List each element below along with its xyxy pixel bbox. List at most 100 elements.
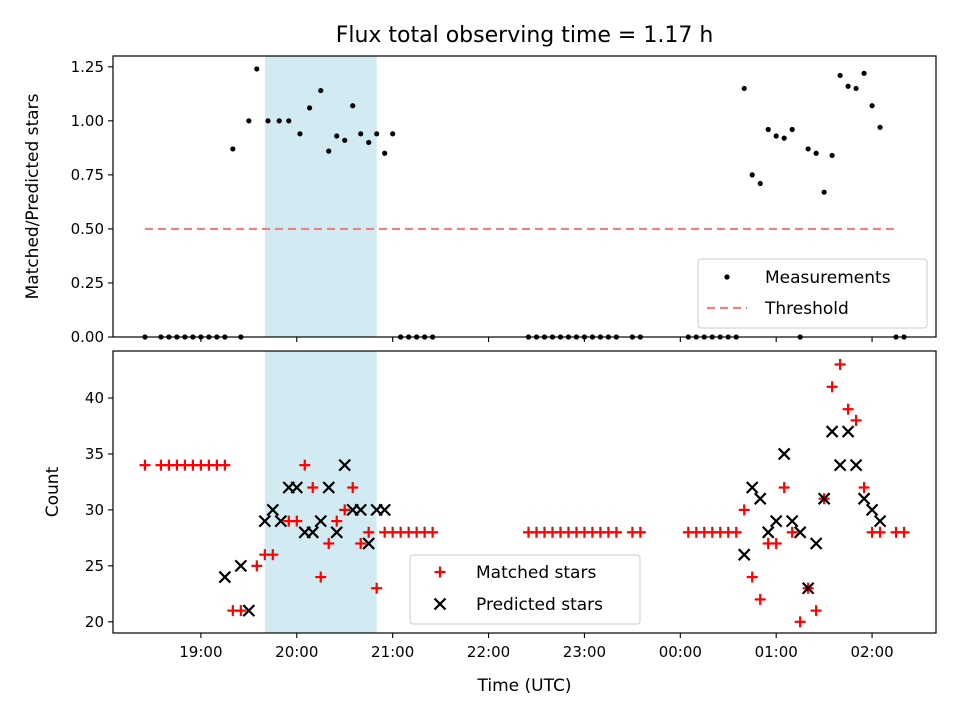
chart-title: Flux total observing time = 1.17 h [336,23,714,48]
matched-stars-series [139,358,910,628]
observing-window-shade-count [264,351,377,633]
count-panel: 20 25 30 35 40 19:00 20:00 21:00 22:00 23:00 00:0… [43,350,937,696]
measurement-point [741,85,747,92]
predicted-star-point [322,481,336,494]
legend-measurements-marker [724,274,730,280]
predicted-star-point [330,526,344,539]
measurement-point [781,135,787,141]
measurement-point [326,148,332,154]
measurement-point [297,131,303,137]
measurement-point [334,133,340,139]
measurement-point [254,66,260,72]
measurement-point [805,146,811,152]
measurement-point [230,146,236,152]
measurement-point [265,118,271,124]
predicted-star-point [378,503,391,517]
legend-predicted-glyph [433,597,447,611]
measurement-point [877,124,883,130]
count-y-ticks: 20 25 30 35 40 [85,389,113,631]
ratio-y-tick-label: 1.00 [71,112,104,130]
measurement-point [853,85,859,92]
count-y-tick-label: 30 [85,501,104,519]
predicted-star-point [218,570,232,584]
measurement-point [374,131,380,137]
measurement-point [306,105,313,111]
measurement-point [813,150,819,156]
measurement-point [358,131,364,137]
predicted-star-point [865,503,879,517]
count-axes-frame [112,350,937,634]
count-y-tick-label: 35 [85,445,104,463]
x-tick-label: 01:00 [755,643,798,661]
predicted-star-point [833,458,847,472]
predicted-star-point [825,425,839,438]
measurement-point [869,103,875,109]
legend-threshold-label: Threshold [764,299,849,319]
measurement-point [286,118,292,124]
measurement-point [276,118,282,124]
ratio-y-tick-label: 0.75 [71,166,104,184]
ratio-y-tick-label: 0.00 [71,328,104,346]
count-y-axis-label: Count [43,466,63,517]
predicted-star-point [873,514,887,528]
count-y-tick-label: 25 [85,557,104,575]
ratio-y-tick-label: 1.25 [71,58,104,76]
count-x-ticks: 19:00 20:00 21:00 22:00 23:00 00:00 01:00 02:00 [179,633,894,661]
predicted-star-point [306,526,320,539]
measurement-point [749,172,755,178]
ratio-legend-box [697,258,928,329]
legend-matched-label: Matched stars [476,563,596,583]
ratio-axes-frame [112,55,937,338]
ratio-panel: 0.00 0.25 0.50 0.75 1.00 1.25 Flux total obse… [23,23,937,346]
predicted-star-point [338,458,351,472]
x-tick-label: 20:00 [275,643,318,661]
measurement-point [318,87,324,94]
predicted-star-point [753,492,767,505]
ratio-y-axis-label: Matched/Predicted stars [23,93,43,299]
measurement-point [821,189,827,195]
predicted-star-point [362,537,375,550]
measurement-point [829,152,835,159]
measurement-point [773,133,779,139]
measurement-point [382,150,388,156]
ratio-y-ticks: 0.00 0.25 0.50 0.75 1.00 1.25 [71,58,113,346]
measurement-point [861,70,867,76]
predicted-star-point [761,526,775,539]
predicted-star-point [769,514,783,528]
measurement-point [757,180,763,187]
predicted-star-point [857,492,871,505]
ratio-x-ticks [200,337,873,342]
predicted-stars-series [218,425,887,617]
predicted-star-point [745,481,759,494]
x-axis-label: Time (UTC) [477,676,572,696]
predicted-star-point [785,514,799,528]
measurement-point [246,118,252,124]
measurement-point [789,126,795,133]
measurement-point [366,139,372,146]
predicted-star-point [354,503,367,517]
measurement-point [765,126,771,133]
measurements-series [142,66,907,340]
legend-measurements-label: Measurements [765,268,891,288]
predicted-star-point [314,514,328,528]
measurement-point [845,83,851,89]
ratio-legend: Measurements Threshold [697,258,928,329]
legend-matched-marker [434,566,446,578]
predicted-star-point [274,514,288,528]
predicted-star-point [266,503,280,517]
count-legend-box [409,554,641,625]
ratio-y-tick-label: 0.25 [71,274,104,292]
predicted-star-point [841,425,855,438]
count-y-tick-label: 20 [85,613,104,631]
measurement-point [837,72,843,79]
legend-predicted-marker [433,597,447,611]
x-tick-label: 22:00 [467,643,510,661]
predicted-star-point [777,447,791,461]
predicted-star-point [737,548,751,561]
measurement-point [390,131,396,137]
legend-predicted-label: Predicted stars [476,595,603,615]
x-tick-label: 23:00 [563,643,606,661]
predicted-star-point [849,458,863,472]
x-tick-label: 02:00 [850,643,893,661]
